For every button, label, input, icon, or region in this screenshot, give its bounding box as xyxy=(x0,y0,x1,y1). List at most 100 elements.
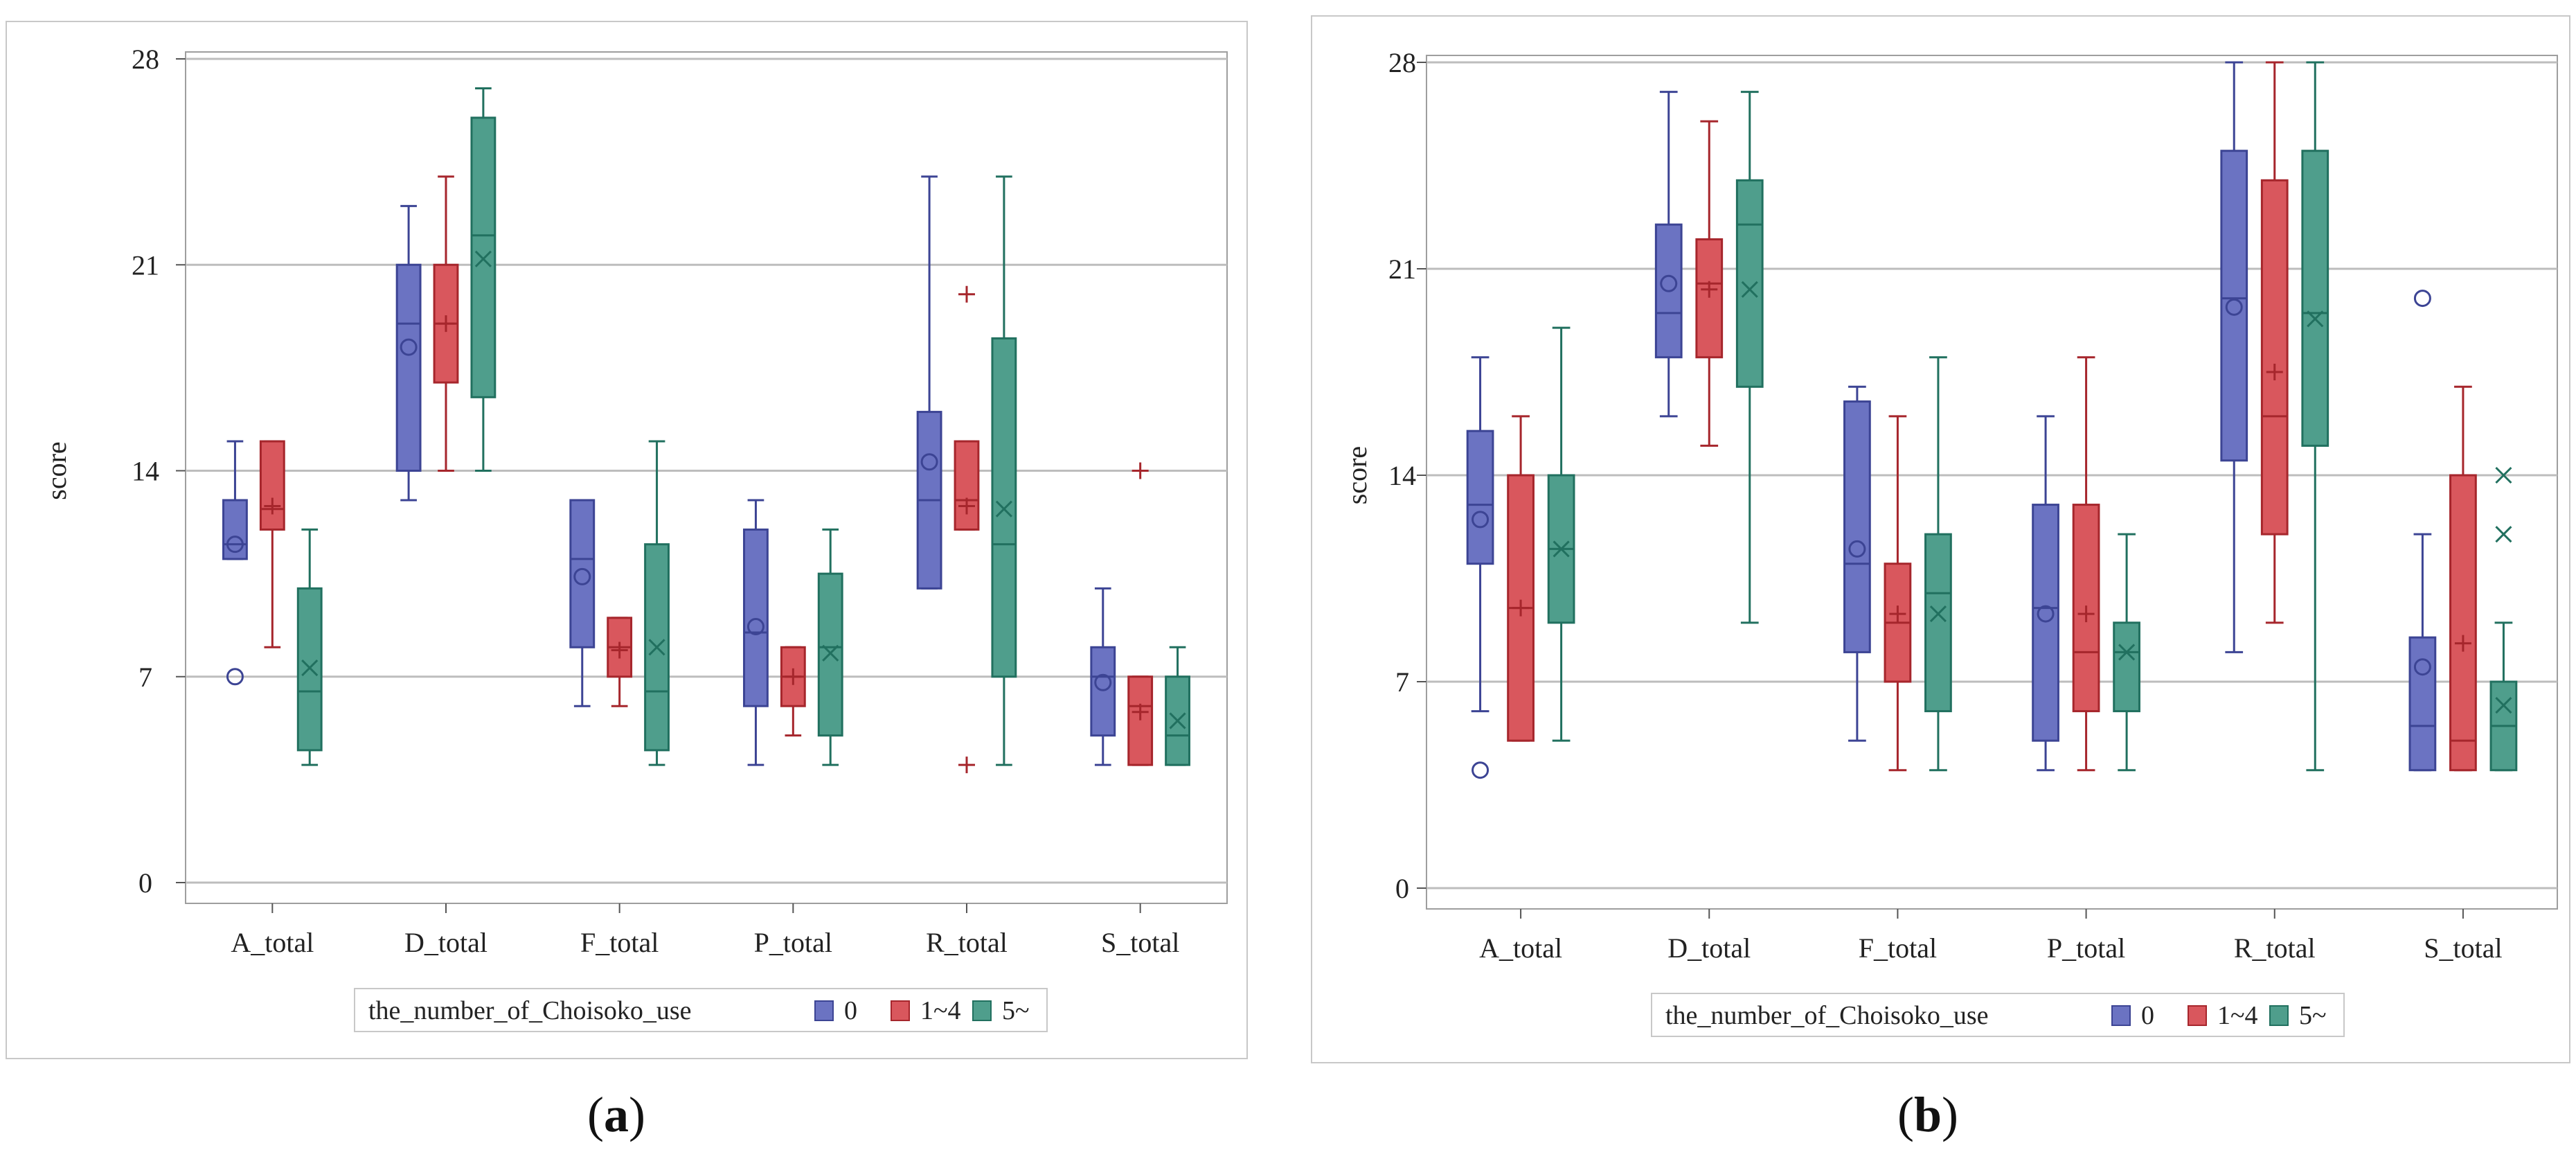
panel-a-legend-title: the_number_of_Choisoko_use xyxy=(368,996,692,1025)
panel-a-series-1-mean-marker xyxy=(264,497,281,515)
panel-a-x-tick-label: D_total xyxy=(404,927,488,958)
panel-a-x-tick-label: F_total xyxy=(580,927,659,958)
panel-b-series-2-mean-marker xyxy=(2118,644,2136,661)
panel-a-series-0-mean-marker xyxy=(746,618,764,636)
panel-a-series-1-mean-marker xyxy=(438,315,454,333)
panel-a-x-tick-label: R_total xyxy=(926,927,1008,958)
panel-b-series-1-mean-marker xyxy=(2454,635,2471,652)
panel-a-series-1-box xyxy=(1127,675,1154,766)
panel-a-series-2-box xyxy=(817,572,843,737)
panel-b-plot-area xyxy=(1426,55,2558,910)
panel-a-series-0-box xyxy=(569,499,596,648)
panel-a-series-2-box xyxy=(470,116,497,398)
panel-a-legend-label-2: 5~ xyxy=(1002,996,1030,1025)
panel-b-y-tick-label: 7 xyxy=(1395,666,1409,698)
panel-a-series-2-mean-marker xyxy=(648,639,665,656)
panel-a-legend-swatch-1 xyxy=(891,1000,910,1021)
panel-b-x-tick-label: S_total xyxy=(2424,932,2502,964)
panel-a-series-0-box xyxy=(395,263,422,472)
panel-b-series-0-mean-marker xyxy=(1848,540,1866,558)
panel-a-legend-swatch-0 xyxy=(814,1000,834,1021)
panel-a-series-0-mean-marker xyxy=(226,536,244,554)
panel-b-series-0-box xyxy=(1466,430,1494,565)
panel-b-x-tick-label: R_total xyxy=(2234,932,2316,964)
panel-b-series-2-box xyxy=(2113,621,2140,713)
panel-b-legend-swatch-1 xyxy=(2188,1005,2207,1026)
panel-b-series-0-mean-marker xyxy=(1472,511,1490,529)
panel-a-legend-label-0: 0 xyxy=(844,996,857,1025)
caption-b: (b) xyxy=(1897,1087,1959,1142)
panel-b-series-2-mean-marker xyxy=(1741,281,1758,298)
panel-b-x-tick-label: P_total xyxy=(2047,932,2125,964)
panel-b-series-1-box xyxy=(2260,179,2289,536)
panel-a-x-tick-label: A_total xyxy=(231,927,314,958)
panel-b-series-0-box xyxy=(2220,150,2248,462)
panel-b-x-tick-label: F_total xyxy=(1859,932,1937,964)
panel-b-series-2-outlier xyxy=(2495,526,2512,543)
panel-a-x-tick-label: P_total xyxy=(754,927,832,958)
panel-a-series-2-box xyxy=(296,587,323,752)
panel-a-series-1-outlier xyxy=(958,285,975,303)
panel-a-y-tick-label: 7 xyxy=(138,662,152,693)
panel-b-legend-swatch-0 xyxy=(2111,1005,2131,1026)
panel-a-x-tick-label: S_total xyxy=(1101,927,1179,958)
panel-b-series-0-box xyxy=(2408,636,2437,772)
panel-b-series-0-mean-marker xyxy=(2037,605,2055,623)
panel-a-y-axis-label: score xyxy=(41,441,72,499)
panel-a-series-0-mean-marker xyxy=(573,567,591,585)
panel-b-series-1-mean-marker xyxy=(2077,605,2095,623)
panel-b-series-1-box xyxy=(2449,474,2477,772)
panel-b-series-2-mean-marker xyxy=(2307,310,2324,328)
panel-a-series-0-box xyxy=(1090,646,1116,737)
panel-a-series-2-mean-marker xyxy=(1169,712,1186,729)
panel-a-series-1-outlier xyxy=(1132,462,1149,479)
panel-a-legend-label-1: 1~4 xyxy=(920,996,961,1025)
panel-a-series-0-mean-marker xyxy=(1094,673,1112,691)
panel-b-series-0-outlier xyxy=(2413,290,2431,308)
chart-panel-a-frame xyxy=(6,21,1248,1059)
panel-a-series-2-box xyxy=(1165,675,1190,766)
panel-a-plot-area xyxy=(185,51,1228,904)
panel-b-legend-swatch-2 xyxy=(2269,1005,2289,1026)
panel-a-series-1-outlier xyxy=(958,757,975,774)
panel-a-y-tick-label: 28 xyxy=(132,44,159,75)
panel-b-series-1-box xyxy=(1695,238,1724,359)
panel-b-legend-title: the_number_of_Choisoko_use xyxy=(1665,1001,1989,1030)
panel-b-series-2-mean-marker xyxy=(1929,605,1947,623)
panel-a-series-0-box xyxy=(222,499,248,560)
panel-a-y-tick-label: 0 xyxy=(138,867,152,899)
panel-a-legend-swatch-2 xyxy=(972,1000,992,1021)
panel-b-series-0-box xyxy=(1654,223,1683,359)
panel-a-series-0-mean-marker xyxy=(400,338,418,356)
panel-a-series-2-mean-marker xyxy=(301,659,319,677)
panel-a-legend-box xyxy=(354,988,1048,1032)
panel-b-series-2-mean-marker xyxy=(2495,696,2512,714)
panel-a-series-2-mean-marker xyxy=(822,644,839,662)
panel-b-legend-label-2: 5~ xyxy=(2299,1001,2327,1030)
panel-a-series-0-box xyxy=(743,528,769,707)
panel-b-series-0-box xyxy=(2032,504,2059,742)
panel-b-legend-box xyxy=(1651,993,2345,1037)
panel-b-series-2-box xyxy=(1924,533,1952,713)
panel-a-series-1-mean-marker xyxy=(958,497,975,515)
panel-b-x-tick-label: D_total xyxy=(1667,932,1751,964)
panel-a-series-2-mean-marker xyxy=(995,500,1012,517)
panel-b-series-0-outlier xyxy=(1472,761,1490,779)
panel-b-y-tick-label: 14 xyxy=(1388,460,1416,491)
caption-a: (a) xyxy=(587,1087,645,1142)
panel-b-series-1-mean-marker xyxy=(1512,599,1530,617)
panel-a-series-1-mean-marker xyxy=(1132,703,1149,720)
panel-a-series-0-outlier xyxy=(226,668,244,686)
panel-b-series-0-mean-marker xyxy=(2225,298,2243,316)
panel-a-y-tick-label: 14 xyxy=(132,456,159,487)
panel-a-series-1-mean-marker xyxy=(785,668,802,685)
panel-b-legend-label-1: 1~4 xyxy=(2217,1001,2258,1030)
panel-b-y-axis-label: score xyxy=(1341,446,1372,504)
panel-b-series-1-mean-marker xyxy=(2266,364,2283,380)
panel-b-series-0-mean-marker xyxy=(1660,274,1678,292)
panel-a-series-0-mean-marker xyxy=(920,453,938,471)
panel-b-series-1-mean-marker xyxy=(1889,605,1906,623)
panel-a-series-1-box xyxy=(259,440,285,531)
panel-a-y-tick-label: 21 xyxy=(132,249,159,281)
